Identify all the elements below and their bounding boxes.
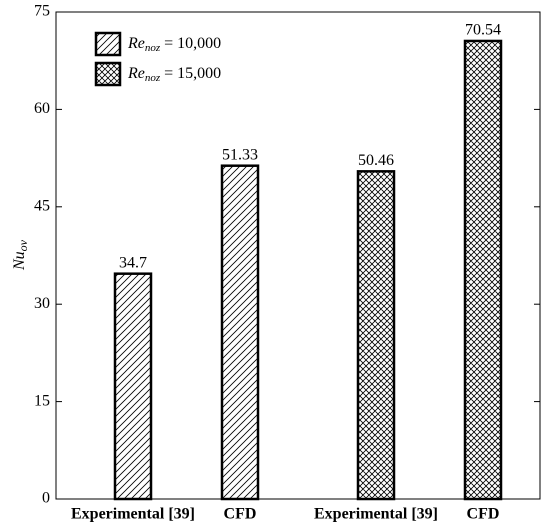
legend-swatch (94, 31, 122, 57)
data-label: 51.33 (222, 146, 258, 163)
y-tick-label: 75 (34, 3, 50, 20)
legend-label: Renoz = 15,000 (127, 65, 221, 84)
y-label-main: Nu (11, 251, 28, 271)
y-tick-label: 30 (34, 295, 50, 312)
data-label: 34.7 (119, 254, 147, 271)
y-tick-label: 45 (34, 197, 50, 214)
x-tick-label: Experimental [39] (71, 506, 195, 523)
legend-suffix: = 15,000 (160, 65, 221, 82)
bar (113, 272, 153, 501)
bar (463, 39, 503, 501)
legend-name: Re (127, 65, 145, 82)
legend-swatch (94, 61, 122, 87)
legend-name: Re (127, 35, 145, 52)
y-axis-label: Nuov (11, 239, 30, 271)
legend-suffix: = 10,000 (160, 35, 221, 52)
legend-label: Renoz = 10,000 (127, 35, 221, 54)
y-tick-label: 0 (42, 490, 50, 507)
y-label-sub: ov (16, 239, 30, 251)
y-tick-label: 60 (34, 100, 50, 117)
x-tick-label: Experimental [39] (314, 506, 438, 523)
x-tick-label: CFD (224, 506, 257, 523)
plot-frame (55, 11, 541, 500)
bar (356, 170, 396, 501)
legend-subscript: noz (145, 42, 161, 54)
data-label: 50.46 (358, 152, 394, 169)
x-tick-label: CFD (467, 506, 500, 523)
legend-subscript: noz (145, 72, 161, 84)
bar (220, 164, 260, 501)
y-tick-label: 15 (34, 392, 50, 409)
data-label: 70.54 (465, 22, 501, 39)
